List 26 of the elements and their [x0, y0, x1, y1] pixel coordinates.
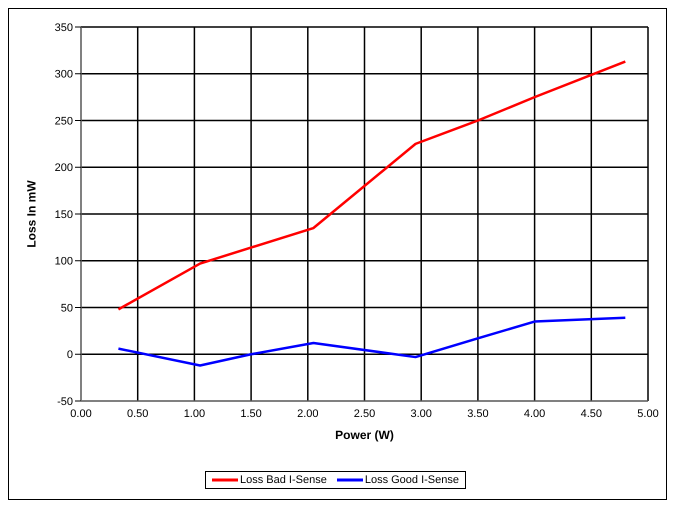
x-tick-label: 2.50: [354, 408, 376, 420]
x-tick-label: 1.00: [184, 408, 206, 420]
y-tick-label: 0: [66, 349, 73, 362]
x-tick-label: 3.00: [410, 408, 432, 420]
y-tick-label: -50: [57, 396, 73, 408]
x-tick-label: 2.00: [297, 408, 319, 420]
x-tick-label: 4.50: [580, 408, 602, 420]
y-tick-label: 350: [54, 22, 73, 34]
x-tick-label: 5.00: [637, 408, 659, 420]
x-tick-label: 1.50: [240, 408, 262, 420]
y-tick-label: 300: [54, 68, 73, 81]
y-tick-label: 150: [54, 208, 73, 221]
legend-label: Loss Good I-Sense: [364, 474, 459, 486]
line-series: [117, 60, 627, 311]
x-tick-label: 0.50: [126, 408, 148, 420]
x-tick-label: 4.00: [524, 408, 546, 420]
x-tick-label: 0.00: [70, 408, 92, 420]
x-tick-label: 3.50: [467, 408, 489, 420]
y-tick-label: 250: [54, 115, 73, 128]
y-tick-label: 50: [60, 302, 73, 314]
x-axis-title: Power (W): [335, 428, 394, 442]
y-axis-title: Loss In mW: [24, 180, 38, 248]
y-tick-label: 200: [54, 162, 73, 174]
y-tick-label: 100: [54, 256, 73, 268]
legend-label: Loss Bad I-Sense: [238, 474, 327, 486]
line-series: [117, 316, 627, 367]
